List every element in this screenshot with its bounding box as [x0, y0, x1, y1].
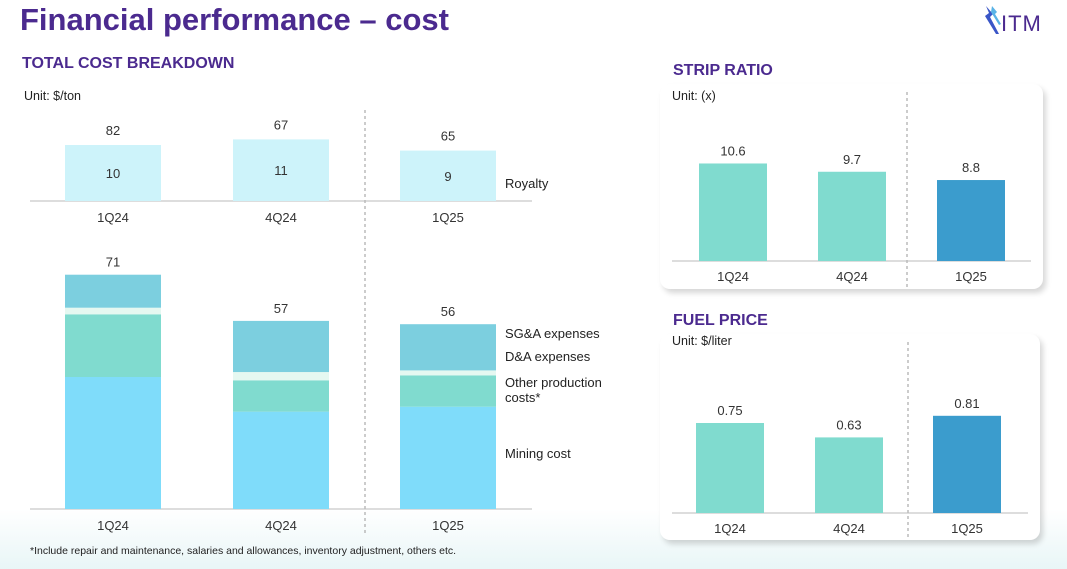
other-production-costs-bar [65, 314, 161, 377]
other-production-costs-bar [400, 375, 496, 407]
bar-value-label: 10.6 [720, 143, 745, 158]
d-a-expenses-bar [400, 370, 496, 376]
total-cost-unit: Unit: $/ton [24, 89, 81, 103]
x-tick-label: 1Q24 [714, 521, 746, 536]
sg-a-expenses-bar [400, 324, 496, 371]
legend-other-production-costs: Other production costs* [505, 375, 602, 405]
legend-sga-expenses: SG&A expenses [505, 326, 600, 341]
legend-royalty: Royalty [505, 176, 549, 191]
sg-a-expenses-bar [65, 274, 161, 308]
bar-value-label: 0.75 [717, 403, 742, 418]
production-total-label: 57 [274, 301, 288, 316]
x-tick-label: 1Q24 [97, 210, 129, 225]
royalty-value-label: 10 [106, 166, 120, 181]
bar [933, 415, 1001, 513]
royalty-bar [233, 139, 329, 201]
itm-logo-mark-icon [985, 6, 1001, 34]
d-a-expenses-bar [233, 372, 329, 381]
other-production-costs-bar [233, 380, 329, 412]
x-tick-label: 1Q24 [717, 269, 749, 284]
total-cost-label: 67 [274, 117, 288, 132]
bar [696, 423, 764, 513]
production-total-label: 71 [106, 255, 120, 270]
itm-logo: ITM [983, 4, 1049, 38]
mining-cost-bar [400, 406, 496, 509]
fuel-price-chart: 0.75 1Q24 0.63 4Q24 0.81 1Q25 [672, 342, 1028, 539]
x-tick-label: 4Q24 [265, 518, 297, 533]
fuel-price-title: FUEL PRICE [673, 312, 768, 329]
royalty-value-label: 9 [444, 169, 451, 184]
bar [937, 180, 1005, 261]
x-tick-label: 1Q25 [955, 269, 987, 284]
royalty-bar [65, 145, 161, 201]
total-cost-title: TOTAL COST BREAKDOWN [22, 55, 235, 72]
strip-ratio-unit: Unit: (x) [672, 89, 716, 103]
production-total-label: 56 [441, 304, 455, 319]
x-tick-label: 1Q24 [97, 518, 129, 533]
bar-value-label: 0.63 [836, 417, 861, 432]
footnote: *Include repair and maintenance, salarie… [30, 545, 457, 557]
bar-value-label: 8.8 [962, 160, 980, 175]
bar-value-label: 9.7 [843, 152, 861, 167]
mining-cost-bar [65, 377, 161, 509]
royalty-bar [400, 150, 496, 201]
mining-cost-bar [233, 411, 329, 509]
sg-a-expenses-bar [233, 320, 329, 373]
d-a-expenses-bar [65, 307, 161, 315]
itm-logo-text: ITM [1001, 11, 1042, 36]
x-tick-label: 4Q24 [833, 521, 865, 536]
bar [699, 163, 767, 261]
x-tick-label: 4Q24 [836, 269, 868, 284]
legend-mining-cost: Mining cost [505, 446, 571, 461]
x-tick-label: 1Q25 [951, 521, 983, 536]
total-cost-breakdown-chart: 10 82 1Q24 11 67 4Q24 9 65 1Q25 Royalty 71 1Q24 57 4Q… [30, 110, 602, 535]
page-title: Financial performance – cost [20, 2, 449, 37]
bar [815, 437, 883, 513]
x-tick-label: 4Q24 [265, 210, 297, 225]
legend-da-expenses: D&A expenses [505, 349, 591, 364]
total-cost-label: 65 [441, 129, 455, 144]
bar-value-label: 0.81 [954, 396, 979, 411]
fuel-price-unit: Unit: $/liter [672, 334, 732, 348]
royalty-value-label: 11 [274, 163, 288, 178]
strip-ratio-title: STRIP RATIO [673, 62, 773, 79]
x-tick-label: 1Q25 [432, 210, 464, 225]
x-tick-label: 1Q25 [432, 518, 464, 533]
total-cost-label: 82 [106, 123, 120, 138]
bar [818, 171, 886, 261]
strip-ratio-chart: 10.6 1Q24 9.7 4Q24 8.8 1Q25 [672, 92, 1031, 287]
